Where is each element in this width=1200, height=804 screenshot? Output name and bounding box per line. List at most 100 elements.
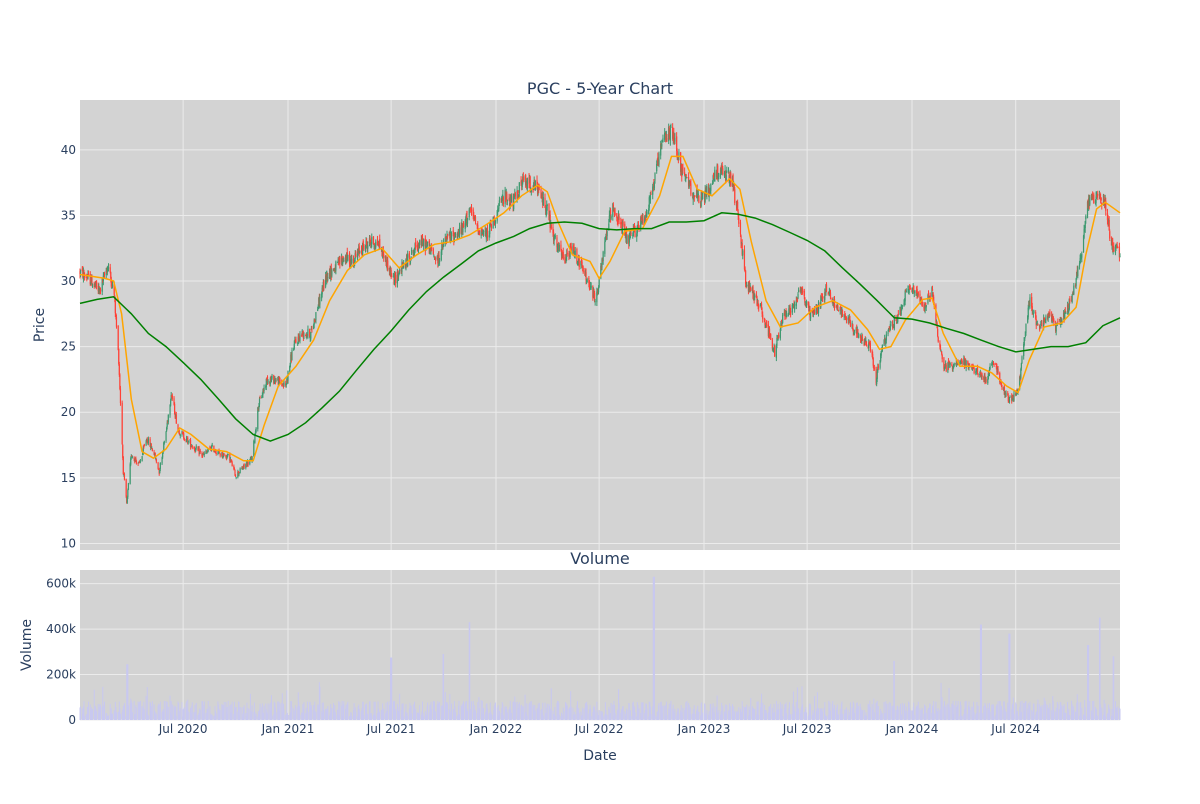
volume-bar	[263, 705, 265, 720]
candle-body	[1027, 315, 1029, 323]
candle-body	[409, 261, 412, 263]
candle-body	[202, 454, 204, 455]
volume-bar	[227, 700, 229, 720]
volume-bar	[668, 703, 670, 720]
volume-bar	[357, 706, 359, 720]
volume-bar	[490, 711, 492, 720]
candle-body	[873, 366, 875, 369]
volume-bar	[685, 702, 687, 720]
candle-body	[1086, 201, 1089, 219]
volume-bar	[118, 701, 120, 720]
volume-bar	[959, 701, 961, 720]
candle-body	[1105, 200, 1107, 211]
candle-body	[364, 245, 367, 252]
candle-body	[644, 216, 646, 225]
candle-body	[353, 265, 355, 266]
candle-body	[596, 291, 598, 303]
volume-bar	[700, 703, 702, 720]
volume-bar	[558, 702, 560, 720]
volume-bar	[545, 712, 547, 720]
candle-body	[844, 314, 846, 316]
volume-bar	[135, 705, 137, 720]
volume-bar	[294, 715, 296, 720]
volume-bar	[414, 701, 416, 720]
volume-bar	[427, 702, 429, 720]
candle-body	[470, 207, 473, 212]
volume-bar	[1044, 715, 1046, 720]
volume-bar	[979, 712, 981, 720]
volume-bar	[1118, 708, 1120, 720]
volume-bar	[251, 705, 253, 720]
volume-bar	[91, 711, 93, 720]
candle-body	[223, 454, 225, 456]
volume-bar	[1032, 711, 1034, 720]
volume-bar	[331, 708, 333, 720]
candle-body	[173, 398, 175, 405]
price-y-axis-title: Price	[32, 308, 48, 342]
volume-bar	[617, 711, 619, 720]
candle-body	[604, 241, 606, 254]
candle-body	[578, 258, 580, 267]
volume-bar	[988, 710, 990, 720]
candle-body	[597, 286, 600, 293]
volume-bar	[421, 701, 423, 720]
volume-bar	[214, 706, 216, 720]
volume-bar	[175, 715, 177, 720]
candle-body	[606, 231, 608, 237]
volume-bar	[574, 711, 576, 720]
volume-bar	[302, 709, 304, 720]
candle-body	[537, 187, 539, 193]
volume-bar	[165, 701, 167, 720]
candle-body	[426, 243, 428, 247]
candle-body	[800, 288, 803, 292]
volume-bar	[721, 702, 723, 720]
volume-bar	[1036, 703, 1038, 720]
candle-body	[130, 456, 132, 458]
candle-body	[314, 319, 316, 321]
candle-body	[538, 187, 540, 188]
candle-body	[177, 424, 179, 431]
volume-bar	[183, 708, 185, 720]
volume-bar	[1003, 701, 1005, 720]
volume-bar	[493, 705, 495, 720]
volume-bar	[582, 709, 584, 720]
volume-bar	[198, 712, 200, 720]
volume-bar	[477, 702, 479, 720]
volume-bar	[386, 712, 388, 720]
candle-body	[903, 303, 905, 307]
candle-body	[445, 239, 448, 241]
volume-bar	[357, 716, 359, 720]
volume-bar	[1009, 633, 1011, 720]
volume-bar	[462, 709, 464, 720]
candle-body	[513, 194, 515, 197]
candle-body	[560, 244, 562, 251]
candle-body	[1073, 285, 1075, 295]
candle-body	[939, 345, 942, 351]
volume-bar	[911, 710, 913, 720]
volume-bar	[150, 706, 152, 720]
volume-bar	[720, 711, 722, 720]
candle-body	[211, 446, 213, 450]
volume-bar	[1045, 704, 1047, 720]
candle-body	[710, 183, 712, 191]
volume-bar	[206, 715, 208, 720]
candle-body	[676, 150, 678, 159]
volume-bar	[94, 705, 96, 720]
candle-body	[485, 230, 487, 239]
volume-bar	[578, 708, 580, 720]
volume-bar	[326, 708, 328, 720]
volume-bar	[534, 704, 536, 720]
candle-body	[1000, 381, 1002, 385]
volume-bar	[466, 708, 468, 720]
volume-bar	[520, 705, 522, 720]
volume-bar	[625, 708, 627, 720]
candle-body	[646, 212, 648, 215]
volume-bar	[1097, 715, 1099, 720]
candle-body	[474, 216, 477, 222]
volume-bar	[138, 701, 140, 720]
volume-bar	[94, 711, 96, 720]
volume-bar	[933, 713, 935, 720]
candle-body	[529, 176, 531, 189]
candle-body	[869, 342, 871, 344]
volume-bar	[371, 715, 373, 720]
